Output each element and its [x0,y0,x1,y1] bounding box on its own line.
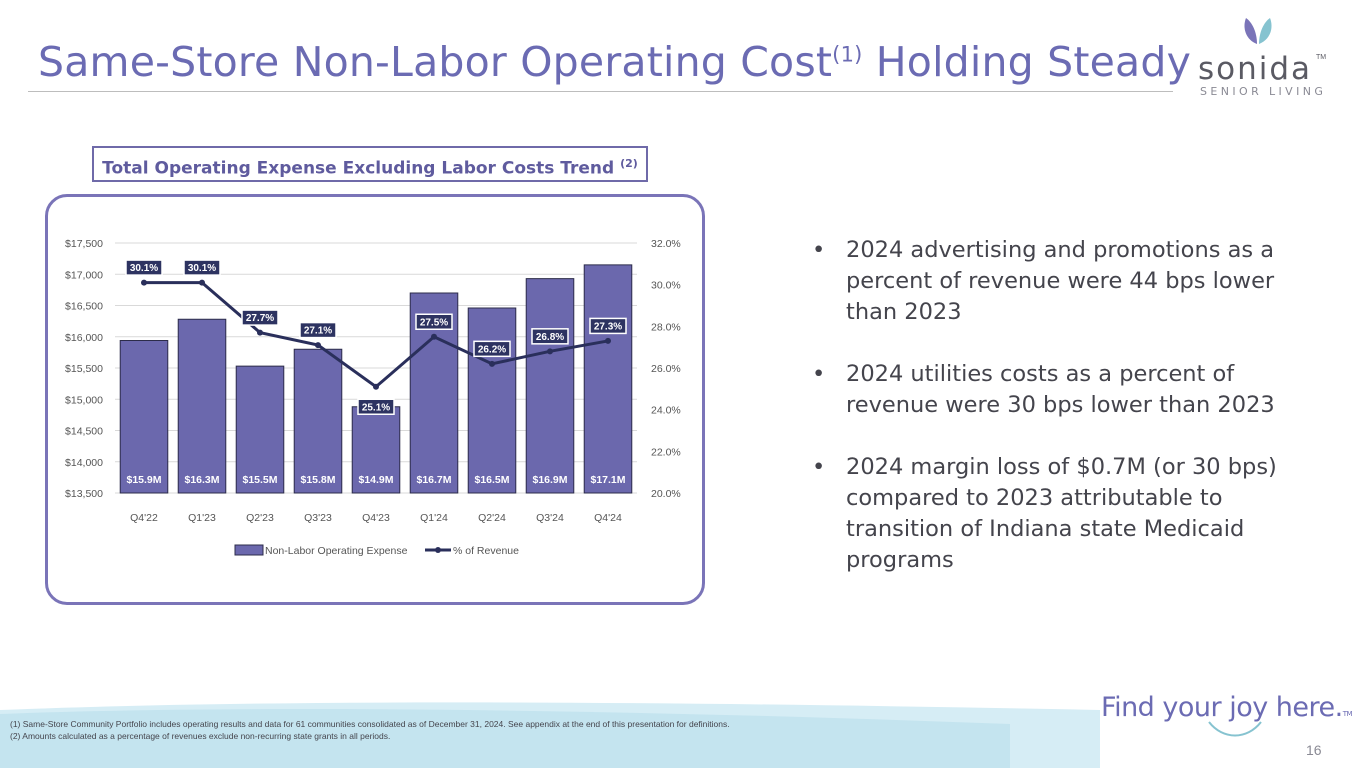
page-number: 16 [1306,742,1322,758]
y-right-tick-label: 20.0% [651,488,681,500]
x-tick-label: Q4'23 [362,512,390,524]
logo-subtitle: SENIOR LIVING [1200,85,1327,98]
y-right-tick-label: 32.0% [651,238,681,250]
chart-frame [45,194,705,605]
line-label-box [125,259,163,276]
bar [235,365,285,494]
footer-wave [0,702,1100,768]
line-data-label: 27.5% [420,317,448,328]
line-point [257,329,263,336]
bar-data-label: $14.9M [358,474,393,486]
line-data-label: 26.2% [478,344,506,355]
chart-title: Total Operating Expense Excluding Labor … [92,146,648,182]
y-right-tick-label: 26.0% [651,363,681,375]
bar [525,278,575,494]
legend-bar-swatch [234,544,264,556]
line-point [141,279,147,286]
bar [583,264,633,494]
bar [467,307,517,494]
line-label-box [357,398,395,415]
bar-data-label: $15.5M [242,474,277,486]
title-divider [28,91,1173,92]
y-right-tick-label: 22.0% [651,446,681,458]
x-tick-label: Q3'24 [536,512,564,524]
line-data-label: 30.1% [188,263,216,274]
bar [177,318,227,494]
bar [119,340,169,494]
bar [351,406,401,494]
line-label-box [589,317,627,335]
bar [293,348,343,494]
tagline: Find your joy here.TM [1101,692,1353,723]
line-point [373,383,379,390]
bullet-item: 2024 utilities costs as a percent of rev… [812,359,1282,421]
butterfly-leaf-icon [1244,18,1272,44]
logo-trademark: TM [1316,54,1327,61]
footnote-1: (1) Same-Store Community Portfolio inclu… [10,719,730,729]
page-title: Same-Store Non-Labor Operating Cost(1) H… [38,38,1192,86]
smile-icon [1208,721,1262,737]
bar-data-label: $16.7M [416,474,451,486]
bar-data-label: $16.9M [532,474,567,486]
x-tick-label: Q2'24 [478,512,506,524]
y-left-tick-label: $13,500 [65,488,103,500]
bar-data-label: $17.1M [590,474,625,486]
x-tick-label: Q1'23 [188,512,216,524]
y-left-tick-label: $16,500 [65,301,103,313]
line-point [489,360,495,367]
bullet-item: 2024 advertising and promotions as a per… [812,235,1282,328]
x-tick-label: Q4'24 [594,512,622,524]
y-right-tick-label: 28.0% [651,321,681,333]
y-right-tick-label: 30.0% [651,280,681,292]
line-point [199,279,205,286]
line-label-box [241,309,279,326]
y-left-tick-label: $16,000 [65,332,103,344]
bar-data-label: $15.9M [126,474,161,486]
line-point [547,348,553,355]
bar-data-label: $16.5M [474,474,509,486]
y-right-tick-label: 24.0% [651,405,681,417]
line-label-box [299,321,337,339]
y-left-tick-label: $14,500 [65,426,103,438]
line-data-label: 25.1% [362,402,390,413]
line-label-box [473,340,511,358]
y-left-tick-label: $15,500 [65,363,103,375]
bullet-item: 2024 margin loss of $0.7M (or 30 bps) co… [812,452,1282,576]
x-tick-label: Q1'24 [420,512,448,524]
x-tick-label: Q2'23 [246,512,274,524]
legend-label: Non-Labor Operating Expense [265,545,408,557]
x-tick-label: Q4'22 [130,512,158,524]
bullet-list: 2024 advertising and promotions as a per… [812,235,1282,607]
y-left-tick-label: $15,000 [65,394,103,406]
line-label-box [415,313,453,330]
x-tick-label: Q3'23 [304,512,332,524]
sonida-logo: sonida TM SENIOR LIVING [1196,14,1336,104]
legend-line-marker [435,547,441,553]
line-data-label: 30.1% [130,263,158,274]
line-data-label: 27.3% [594,322,622,333]
line-point [315,342,321,349]
line-label-box [531,328,569,345]
line-point [431,333,437,340]
y-left-tick-label: $14,000 [65,457,103,469]
footnote-2: (2) Amounts calculated as a percentage o… [10,730,391,741]
bar-data-label: $16.3M [184,474,219,486]
footnotes: (1) Same-Store Community Portfolio inclu… [10,719,730,742]
y-left-tick-label: $17,000 [65,269,103,281]
line-data-label: 26.8% [536,332,564,343]
chart-svg: $13,500 $14,000 $14,500 $15,000 $15,500 $16,0… [65,238,681,557]
line-data-label: 27.1% [304,326,332,337]
legend-label: % of Revenue [453,545,519,557]
logo-wordmark: sonida [1198,51,1313,87]
bar-data-label: $15.8M [300,474,335,486]
line-data-label: 27.7% [246,313,274,324]
y-left-tick-label: $17,500 [65,238,103,250]
line-point [605,337,611,344]
line-label-box [183,259,221,276]
